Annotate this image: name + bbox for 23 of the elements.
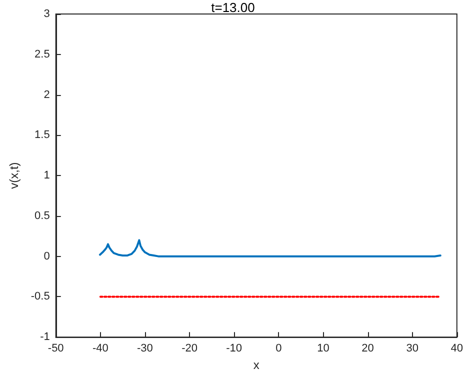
x-tick-label: 10 [317,342,330,355]
x-tick-label: -10 [226,342,242,355]
x-tick-label: 40 [450,342,464,355]
chart-title: t=13.00 [211,0,255,15]
y-tick-label: 0.5 [34,210,50,222]
y-tick-label: 1 [44,170,50,182]
y-tick-label: -0.5 [30,290,50,303]
x-tick-label: 30 [406,342,418,355]
line-series [98,239,442,258]
y-tick-label: 2.5 [34,48,50,60]
y-tick-label: 0 [44,250,50,262]
x-tick-label: 0 [276,342,282,355]
x-axis-title: x [253,358,260,372]
x-tick-label: -40 [92,342,108,355]
y-tick-label: 2 [44,88,50,101]
y-tick-label: 3 [44,8,50,20]
x-tick-label: -20 [182,342,198,355]
x-tick-label: 20 [362,342,374,355]
y-tick-label: 1.5 [34,129,50,142]
x-tick-label: -50 [48,342,64,355]
x-tick-label: -30 [137,342,153,355]
y-tick-label: -1 [40,331,50,344]
y-axis-title: v(x,t) [7,162,21,189]
